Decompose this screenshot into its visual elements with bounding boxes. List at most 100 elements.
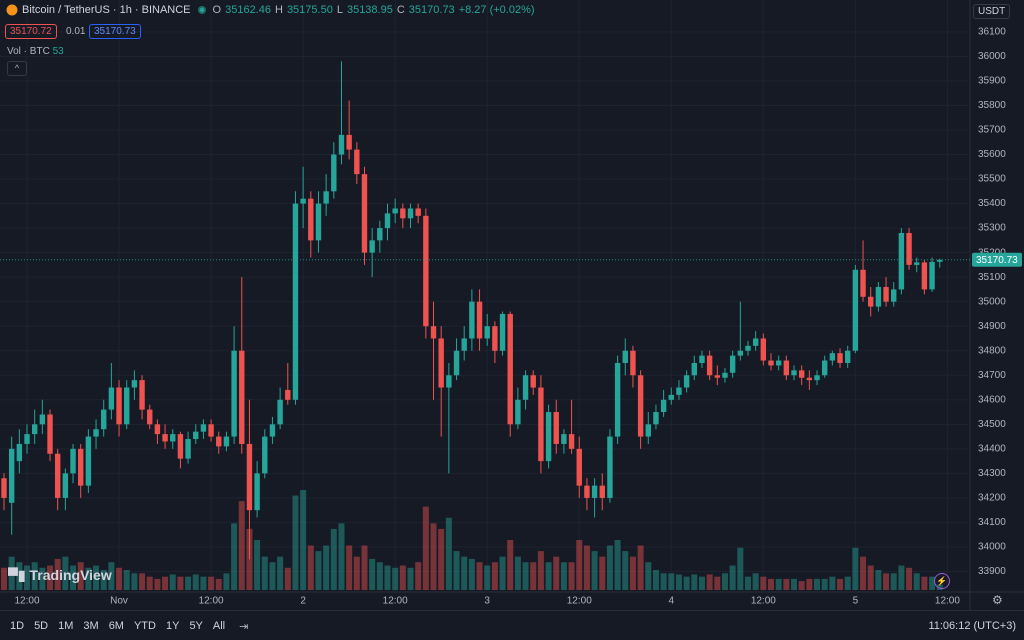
- candle-body: [637, 375, 644, 437]
- range-button[interactable]: All: [212, 620, 226, 632]
- volume-bar: [860, 556, 867, 590]
- candle-body: [308, 198, 314, 241]
- volume-bar: [146, 576, 153, 590]
- candle-body: [614, 362, 621, 437]
- h-value: 35175.50: [286, 4, 333, 16]
- volume-bar: [752, 573, 759, 590]
- candle-body: [216, 436, 222, 447]
- range-button[interactable]: 1D: [10, 620, 25, 632]
- volume-bar: [867, 565, 874, 590]
- volume-bar: [814, 578, 821, 590]
- x-tick-label: 5: [853, 596, 859, 607]
- currency[interactable]: USDT: [973, 4, 1011, 19]
- candle-body: [147, 409, 153, 425]
- volume-bar: [760, 576, 767, 590]
- c-label: C: [396, 4, 405, 16]
- volume-bar: [629, 556, 636, 590]
- candle-body: [1, 478, 7, 498]
- change: +8.27 (+0.02%): [458, 4, 535, 16]
- y-tick-label: 35000: [978, 296, 1006, 307]
- candle-body: [315, 203, 322, 241]
- volume-bar: [300, 490, 307, 590]
- volume-bar: [445, 517, 452, 590]
- candle-body: [16, 443, 23, 462]
- candle-body: [354, 149, 360, 175]
- range-button[interactable]: YTD: [133, 620, 156, 632]
- c-value: 35170.73: [408, 4, 455, 16]
- volume-bar: [369, 558, 376, 590]
- candle-body: [93, 429, 99, 437]
- volume-bar: [560, 562, 567, 590]
- status-dot: [197, 6, 206, 14]
- candle-body: [783, 360, 790, 376]
- candle-body: [791, 370, 797, 376]
- candle-body: [814, 375, 820, 381]
- candle-body: [323, 191, 329, 204]
- volume-bar: [284, 567, 291, 590]
- candle-body: [530, 375, 536, 388]
- volume-bar: [906, 567, 913, 590]
- candle-body: [346, 134, 352, 150]
- volume-bar: [744, 576, 751, 590]
- candle-body: [860, 269, 866, 297]
- settings-icon[interactable]: ⚙: [992, 593, 1003, 607]
- volume-bar: [277, 556, 284, 590]
- spread: 0.01: [66, 26, 86, 37]
- range-button[interactable]: 5Y: [189, 620, 203, 632]
- volume-bar: [1, 567, 7, 590]
- volume-bar: [24, 565, 31, 590]
- volume-bar: [399, 565, 406, 590]
- last-price-label: 35170.73: [976, 255, 1018, 266]
- candle-body: [760, 338, 767, 361]
- x-tick-label: 12:00: [567, 596, 592, 607]
- candle-body: [39, 414, 46, 425]
- volume-bar: [154, 578, 161, 590]
- volume-bar: [353, 556, 360, 590]
- volume-bar: [768, 578, 774, 590]
- alert-icon[interactable]: ⚡: [934, 573, 950, 589]
- buy-price[interactable]: 35170.73: [89, 24, 141, 39]
- volume-bar: [691, 574, 698, 590]
- y-tick-label: 34700: [978, 370, 1006, 381]
- candle-body: [775, 360, 782, 366]
- date-range-icon[interactable]: ⇥: [239, 620, 249, 633]
- l-label: L: [336, 4, 343, 16]
- y-tick-label: 35500: [978, 174, 1006, 185]
- candle-body: [484, 326, 490, 339]
- volume-bar: [522, 562, 529, 590]
- symbol-title[interactable]: Bitcoin / TetherUS · 1h · BINANCE: [22, 4, 191, 16]
- range-buttons: 1D 5D 1M 3M 6M YTD 1Y 5Y All: [0, 620, 225, 632]
- y-tick-label: 35200: [978, 247, 1006, 258]
- volume-bar: [883, 573, 890, 590]
- o-label: O: [212, 4, 222, 16]
- candle-body: [829, 353, 836, 361]
- x-tick-label: 12:00: [751, 596, 776, 607]
- x-tick-label: 12:00: [383, 596, 408, 607]
- range-button[interactable]: 1Y: [165, 620, 180, 632]
- candle-body: [185, 439, 191, 459]
- volume-bar: [430, 523, 437, 590]
- collapse-button[interactable]: ^: [7, 61, 27, 76]
- volume-bar: [499, 556, 506, 590]
- candle-body: [285, 389, 291, 400]
- volume-bar: [407, 567, 414, 590]
- volume-bar: [292, 495, 299, 590]
- range-button[interactable]: 1M: [58, 620, 74, 632]
- candle-body: [653, 412, 659, 425]
- candle-body: [714, 375, 721, 378]
- range-button[interactable]: 5D: [34, 620, 49, 632]
- clock: 11:06:12 (UTC+3): [928, 620, 1016, 632]
- o-value: 35162.46: [225, 4, 271, 16]
- volume-bar: [491, 562, 498, 590]
- volume-bar: [775, 578, 782, 590]
- y-tick-label: 35300: [978, 223, 1006, 234]
- candle-body: [591, 485, 598, 498]
- range-button[interactable]: 6M: [108, 620, 124, 632]
- range-button[interactable]: 3M: [83, 620, 99, 632]
- y-tick-label: 34400: [978, 443, 1006, 454]
- sell-price[interactable]: 35170.72: [5, 24, 57, 39]
- volume-bar: [246, 528, 253, 590]
- volume-title: Vol · BTC: [7, 46, 50, 57]
- y-tick-label: 36100: [978, 27, 1006, 38]
- candle-body: [798, 370, 805, 378]
